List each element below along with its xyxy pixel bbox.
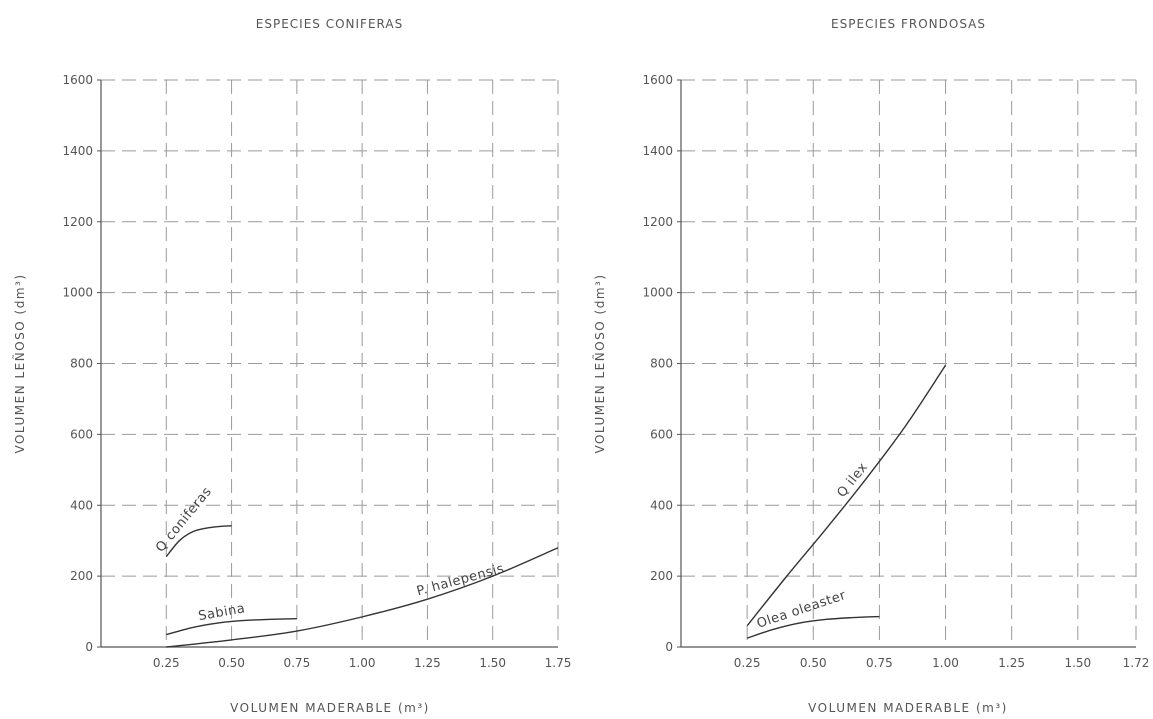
chart-title: ESPECIES CONIFERAS <box>256 17 403 31</box>
x-tick-label: 1.72 <box>1123 656 1150 670</box>
y-tick-label: 1200 <box>642 215 673 229</box>
series-line <box>746 364 947 627</box>
y-tick-label: 600 <box>70 427 93 441</box>
chart-frondosas: ESPECIES FRONDOSAS 0 200 400 600 800 1000 1200 1… <box>592 17 1149 715</box>
x-tick-label: 1.00 <box>349 656 376 670</box>
x-tick-label: 1.50 <box>479 656 506 670</box>
x-tick-label: 1.50 <box>1064 656 1091 670</box>
x-tick-label: 0.75 <box>866 656 893 670</box>
x-tick-label: 0.75 <box>283 656 310 670</box>
series-line <box>746 615 880 639</box>
y-tick-label: 1600 <box>62 73 93 87</box>
y-tick-label: 400 <box>650 498 673 512</box>
series-line <box>166 547 559 648</box>
x-tick-label: 1.75 <box>545 656 572 670</box>
chart-coniferas: ESPECIES CONIFERAS 0 200 400 600 800 1000 1200 1… <box>12 17 571 715</box>
y-tick-label: 200 <box>650 569 673 583</box>
chart-title: ESPECIES FRONDOSAS <box>831 17 986 31</box>
x-tick-label: 0.25 <box>734 656 761 670</box>
x-tick-label: 1.25 <box>998 656 1025 670</box>
y-axis-label: VOLUMEN LEÑOSO (dm³) <box>592 273 607 453</box>
y-tick-label: 1400 <box>62 144 93 158</box>
y-tick-label: 0 <box>665 640 673 654</box>
y-tick-label: 200 <box>70 569 93 583</box>
y-tick-label: 800 <box>650 357 673 371</box>
x-tick-label: 0.25 <box>153 656 180 670</box>
y-tick-label: 1000 <box>642 286 673 300</box>
x-tick-label: 0.50 <box>218 656 245 670</box>
y-tick-label: 0 <box>85 640 93 654</box>
series-line <box>166 617 297 636</box>
x-tick-label: 1.25 <box>414 656 441 670</box>
y-tick-label: 1200 <box>62 215 93 229</box>
y-axis-label: VOLUMEN LEÑOSO (dm³) <box>12 273 27 453</box>
y-tick-label: 800 <box>70 357 93 371</box>
series-label: Q coniferas <box>153 484 215 555</box>
y-tick-label: 1600 <box>642 73 673 87</box>
y-tick-label: 600 <box>650 427 673 441</box>
x-tick-label: 1.00 <box>932 656 959 670</box>
series-line <box>165 525 232 558</box>
y-tick-label: 1400 <box>642 144 673 158</box>
x-axis-label: VOLUMEN MADERABLE (m³) <box>230 701 430 715</box>
y-tick-label: 400 <box>70 498 93 512</box>
series-label: Olea oleaster <box>755 588 848 632</box>
x-tick-label: 0.50 <box>800 656 827 670</box>
y-tick-label: 1000 <box>62 286 93 300</box>
x-axis-label: VOLUMEN MADERABLE (m³) <box>808 701 1008 715</box>
